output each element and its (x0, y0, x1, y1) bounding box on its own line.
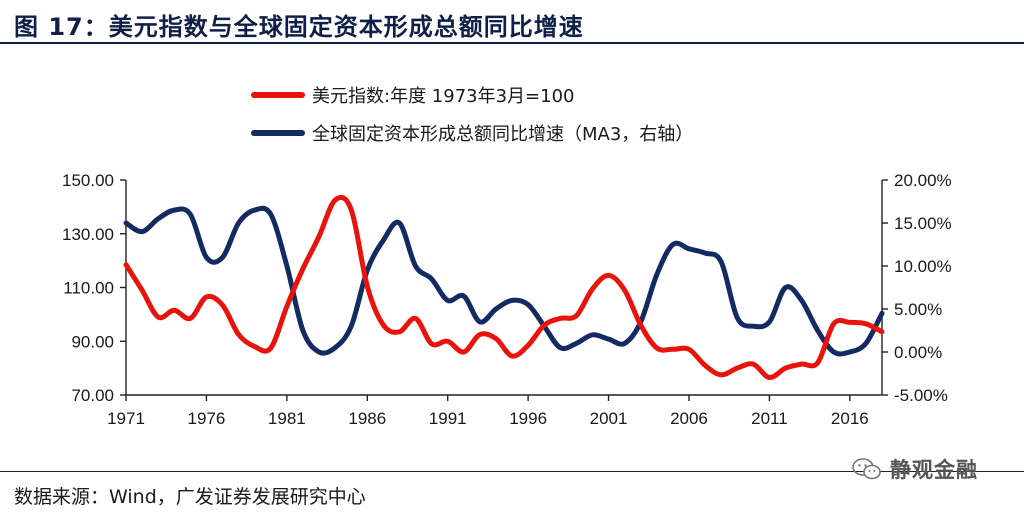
x-tick-label: 1996 (509, 409, 547, 428)
chart: 美元指数:年度 1973年3月=100 全球固定资本形成总额同比增速（MA3，右轴… (0, 50, 1024, 470)
x-tick-label: 2016 (831, 409, 869, 428)
legend-label-gfcf-growth: 全球固定资本形成总额同比增速（MA3，右轴） (312, 124, 693, 145)
x-tick-label: 2001 (590, 409, 628, 428)
legend-label-dollar-index: 美元指数:年度 1973年3月=100 (312, 86, 575, 107)
legend: 美元指数:年度 1973年3月=100 全球固定资本形成总额同比增速（MA3，右轴… (251, 86, 693, 145)
right-tick-label: 5.00% (894, 300, 942, 319)
series-layer (123, 194, 885, 380)
right-tick-label: 10.00% (894, 257, 952, 276)
series-line-gfcf-growth (123, 205, 885, 357)
axes: 70.00 90.00 110.00 130.00 150.00 -5.00% 0.00% 5… (62, 171, 952, 428)
right-tick-label: 20.00% (894, 171, 952, 190)
footer-divider (0, 471, 1024, 472)
watermark: 静观金融 (852, 454, 978, 484)
right-tick-label: 15.00% (894, 214, 952, 233)
data-source: 数据来源：Wind，广发证券发展研究中心 (14, 486, 366, 508)
x-tick-label: 1976 (188, 409, 226, 428)
x-tick-label: 1981 (268, 409, 306, 428)
right-tick-label: 0.00% (894, 343, 942, 362)
x-tick-label: 1986 (348, 409, 386, 428)
x-tick-label: 2006 (670, 409, 708, 428)
left-tick-label: 150.00 (62, 171, 114, 190)
watermark-text: 静观金融 (890, 458, 978, 482)
page-title: 图 17：美元指数与全球固定资本形成总额同比增速 (14, 13, 584, 41)
right-tick-label: -5.00% (894, 386, 948, 405)
title-bar: 图 17：美元指数与全球固定资本形成总额同比增速 (0, 0, 1024, 44)
chart-svg: 美元指数:年度 1973年3月=100 全球固定资本形成总额同比增速（MA3，右轴… (62, 86, 952, 428)
left-tick-label: 70.00 (71, 386, 114, 405)
series-line-dollar-index (123, 194, 885, 380)
left-tick-label: 110.00 (63, 279, 114, 298)
left-tick-label: 130.00 (62, 225, 114, 244)
left-tick-label: 90.00 (71, 332, 114, 351)
x-tick-label: 1991 (429, 409, 467, 428)
x-tick-label: 1971 (107, 409, 145, 428)
wechat-icon (852, 458, 881, 480)
x-tick-label: 2011 (751, 409, 788, 428)
